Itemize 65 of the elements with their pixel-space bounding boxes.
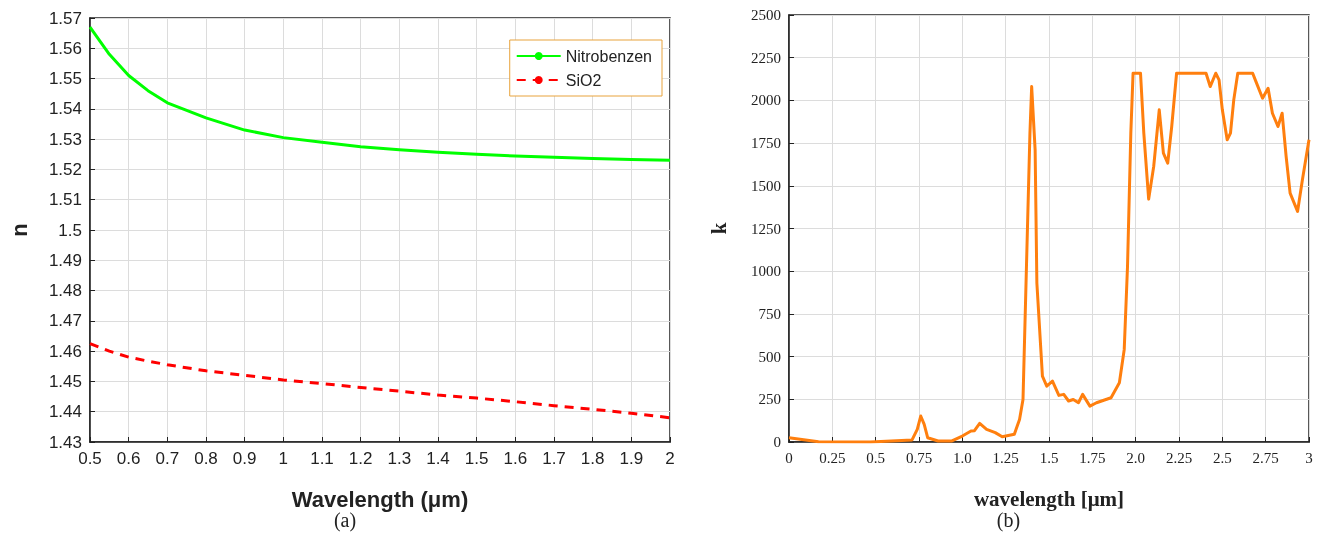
line-series [88, 25, 672, 162]
y-tick-label: 1.53 [48, 129, 82, 149]
y-tick-label: 1.46 [48, 341, 82, 361]
y-tick-label: 1.55 [48, 69, 82, 89]
x-tick-label: 3 [1305, 449, 1313, 466]
x-tick-label: 1.5 [1039, 449, 1059, 466]
y-tick-label: 2000 [751, 92, 781, 109]
y-tick-label: 1.48 [48, 281, 82, 301]
x-tick-label: 0.8 [194, 449, 218, 468]
y-tick-label: 2500 [751, 7, 781, 23]
x-tick-label: 0.6 [116, 449, 141, 468]
y-tick-label: 750 [758, 305, 781, 322]
legend-label: SiO2 [565, 71, 602, 89]
y-tick-label: 1500 [751, 177, 781, 194]
y-axis-title: k [706, 222, 731, 235]
text: (a) [333, 509, 357, 532]
y-tick-label: 1.5 [58, 220, 82, 240]
y-tick-label: 1.52 [48, 159, 82, 179]
x-tick-label: 2.0 [1126, 449, 1146, 466]
y-tick-label: 1.44 [48, 402, 82, 422]
x-tick-label: 2.5 [1212, 449, 1232, 466]
x-tick-label: 1.0 [952, 449, 972, 466]
y-tick-label: 0 [773, 434, 781, 450]
x-tick-label: 0.7 [155, 449, 180, 468]
y-tick-label: 1000 [751, 263, 781, 280]
y-tick-label: 1.57 [48, 8, 82, 28]
x-tick-label: 0.75 [905, 449, 933, 466]
x-tick-label: 1.25 [992, 449, 1019, 466]
y-tick-label: 500 [758, 348, 781, 365]
x-tick-label: 1.3 [387, 449, 412, 468]
y-tick-label: 1.43 [48, 432, 82, 452]
y-tick-label: 250 [758, 391, 781, 408]
y-tick-label: 1.45 [48, 371, 82, 391]
x-tick-label: 1.9 [619, 449, 644, 468]
y-tick-label: 1.56 [48, 38, 82, 58]
x-tick-label: 1.6 [503, 449, 528, 468]
legend-label: Nitrobenzen [565, 47, 653, 65]
x-tick-label: 0 [785, 449, 793, 466]
y-tick-label: 1.49 [48, 250, 82, 270]
y-tick-label: 1.54 [48, 99, 82, 119]
x-tick-label: 1.5 [464, 449, 489, 468]
x-axis-title: Wavelength (μm) [291, 486, 469, 512]
x-axis-title: wavelength [μm] [973, 486, 1125, 511]
x-tick-label: 1 [278, 449, 289, 468]
line-series [88, 342, 672, 420]
x-tick-label: 0.5 [866, 449, 886, 466]
x-tick-label: 1.2 [348, 449, 373, 468]
x-tick-label: 1.7 [542, 449, 566, 468]
x-tick-label: 2.75 [1252, 449, 1279, 466]
x-tick-label: 2 [665, 449, 675, 468]
x-tick-label: 2.25 [1165, 449, 1193, 466]
y-tick-label: 1250 [751, 220, 781, 237]
x-tick-label: 1.1 [310, 449, 334, 468]
x-tick-label: 0.25 [819, 449, 846, 466]
x-tick-label: 0.9 [232, 449, 257, 468]
y-axis-title: n [6, 223, 32, 237]
x-tick-label: 1.75 [1079, 449, 1106, 466]
x-tick-label: 1.8 [580, 449, 605, 468]
x-tick-label: 0.5 [78, 449, 102, 468]
y-tick-label: 1.47 [48, 311, 82, 331]
text: (b) [996, 509, 1021, 532]
y-tick-label: 2250 [751, 49, 781, 66]
x-tick-label: 1.4 [426, 449, 450, 468]
y-tick-label: 1750 [751, 135, 781, 152]
y-tick-label: 1.51 [48, 190, 82, 210]
